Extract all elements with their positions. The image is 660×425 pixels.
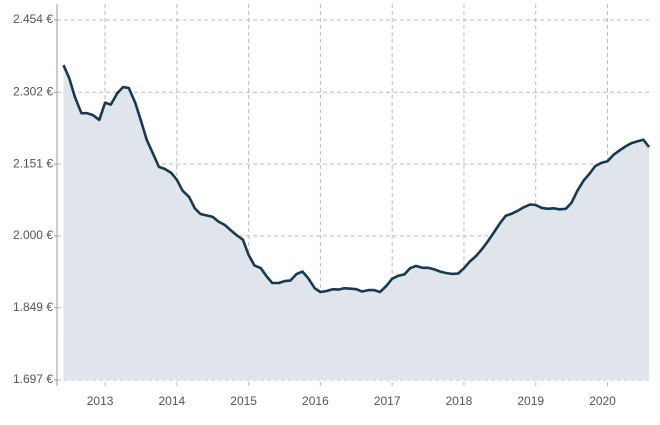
x-tick-label: 2017 xyxy=(374,394,401,408)
area xyxy=(63,65,650,380)
y-tick-label: 1.849 € xyxy=(13,300,53,314)
x-tick-label: 2014 xyxy=(159,394,186,408)
y-tick-label: 1.697 € xyxy=(13,372,53,386)
x-tick-label: 2013 xyxy=(87,394,114,408)
x-tick-label: 2018 xyxy=(446,394,473,408)
x-tick-label: 2015 xyxy=(230,394,257,408)
x-tick-label: 2020 xyxy=(589,394,616,408)
y-tick-label: 2.454 € xyxy=(13,12,53,26)
x-tick-label: 2019 xyxy=(517,394,544,408)
line xyxy=(62,64,651,294)
y-tick-label: 2.000 € xyxy=(13,228,53,242)
y-tick-label: 2.151 € xyxy=(13,156,53,170)
x-tick-label: 2016 xyxy=(302,394,329,408)
y-tick-label: 2.302 € xyxy=(13,84,53,98)
